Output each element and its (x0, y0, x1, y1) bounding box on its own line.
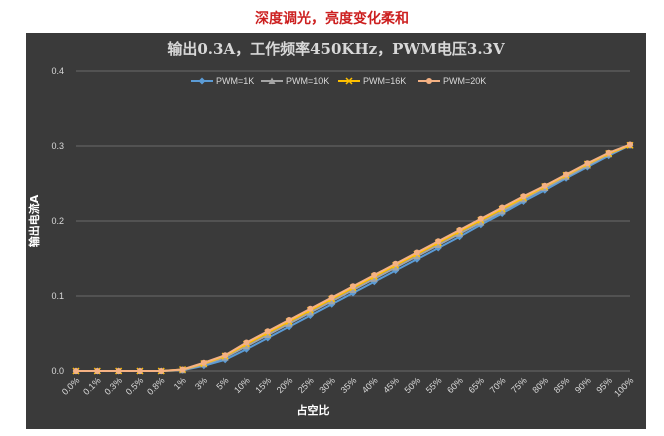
data-point (179, 366, 186, 373)
data-point (349, 286, 357, 293)
legend-label: PWM=10K (286, 76, 329, 86)
line-chart: 0.0 0.1 0.2 0.3 0.4 0.0% 0.1% 0.3% 0.5% 0.8% 1% 3% 5… (27, 66, 635, 417)
y-tick-label: 0.4 (51, 66, 64, 76)
chart-title: 输出0.3A，工作频率450KHz，PWM电压3.3V (167, 40, 505, 58)
data-point (328, 294, 335, 301)
data-point (73, 368, 79, 374)
data-point (371, 272, 378, 278)
data-point (435, 238, 442, 245)
x-tick-label: 75% (509, 375, 529, 395)
y-tick-label: 0.1 (51, 291, 64, 301)
data-point (158, 368, 165, 374)
data-point (200, 359, 207, 366)
data-point (286, 317, 293, 323)
data-point (285, 320, 293, 327)
series-line-pwm-20k (76, 143, 631, 372)
x-tick-label: 60% (445, 375, 465, 395)
x-tick-label: 15% (253, 375, 273, 395)
y-tick-label: 0.3 (51, 141, 64, 151)
data-point (605, 149, 612, 156)
y-tick-label: 0.0 (51, 366, 64, 376)
data-point (498, 207, 506, 215)
data-point (136, 368, 143, 374)
data-point (520, 193, 527, 200)
series-line-pwm-1k (76, 144, 631, 372)
x-tick-label: 20% (275, 375, 295, 395)
data-point (306, 309, 314, 316)
series-line-pwm-16k (76, 144, 631, 372)
data-point (413, 249, 420, 256)
data-point (94, 368, 101, 374)
x-tick-label: 35% (339, 375, 359, 395)
legend-item-pwm-1k: PWM=1K (191, 76, 254, 86)
x-tick-label: 90% (573, 375, 593, 395)
series-pwm-20k (73, 141, 633, 374)
legend-marker (426, 78, 432, 84)
data-point (434, 241, 442, 248)
data-point (456, 230, 464, 237)
page-heading: 深度调光，亮度变化柔和 (255, 11, 409, 27)
x-tick-label: 45% (381, 375, 401, 395)
x-tick-label: 0.0% (60, 375, 82, 397)
data-point (115, 368, 122, 374)
series-pwm-10k (72, 141, 634, 374)
x-tick-label: 65% (466, 375, 486, 395)
data-point (350, 283, 356, 290)
x-tick-label: 80% (530, 375, 550, 395)
x-tick-label: 0.5% (124, 375, 146, 397)
x-tick-label: 50% (403, 375, 423, 395)
x-tick-label: 95% (594, 375, 614, 395)
legend-marker (345, 77, 353, 85)
data-point (477, 219, 485, 226)
y-tick-label: 0.2 (51, 216, 64, 226)
x-tick-label: 0.1% (81, 375, 103, 397)
data-point (499, 204, 506, 211)
data-point (413, 252, 421, 260)
series-line-pwm-10k (76, 144, 631, 372)
x-tick-label: 100% (612, 375, 635, 398)
x-tick-label: 55% (424, 375, 444, 395)
x-tick-label: 25% (296, 375, 316, 395)
data-point (242, 342, 250, 350)
data-point (584, 160, 591, 167)
x-tick-label: 0.3% (102, 375, 124, 397)
x-tick-label: 70% (488, 375, 508, 395)
x-tick-label: 40% (360, 375, 380, 395)
legend-item-pwm-16k: PWM=16K (338, 76, 406, 86)
x-tick-label: 0.8% (145, 375, 167, 397)
data-point (392, 260, 399, 267)
data-point (264, 331, 272, 338)
chart-panel: 输出0.3A，工作频率450KHz，PWM电压3.3V 0.0 0.1 0.2 0.3… (26, 33, 646, 429)
data-point (264, 328, 271, 335)
x-tick-label: 85% (552, 375, 572, 395)
data-point (328, 297, 336, 305)
data-point (477, 215, 484, 222)
legend-marker (268, 77, 276, 84)
x-tick-label: 3% (193, 375, 209, 391)
series-pwm-1k (72, 141, 634, 375)
x-tick-label: 10% (232, 375, 252, 395)
x-axis-title: 占空比 (297, 403, 330, 417)
legend-label: PWM=20K (443, 76, 486, 86)
data-point (307, 305, 314, 312)
legend-marker (198, 77, 206, 85)
data-point (243, 339, 250, 346)
legend-label: PWM=16K (363, 76, 406, 86)
data-point (222, 352, 229, 359)
data-point (370, 275, 378, 282)
series-pwm-16k (72, 141, 634, 375)
x-tick-label: 30% (317, 375, 337, 395)
legend-label: PWM=1K (216, 76, 254, 86)
legend-item-pwm-20k: PWM=20K (418, 76, 486, 86)
legend-item-pwm-10k: PWM=10K (261, 76, 329, 86)
data-point (627, 141, 633, 148)
data-point (563, 171, 570, 178)
data-point (392, 264, 400, 271)
x-tick-label: 5% (214, 375, 230, 391)
data-point (541, 182, 548, 189)
data-point (456, 227, 463, 233)
x-tick-label: 1% (172, 375, 188, 391)
y-axis-title: 输出电流A (27, 194, 41, 247)
